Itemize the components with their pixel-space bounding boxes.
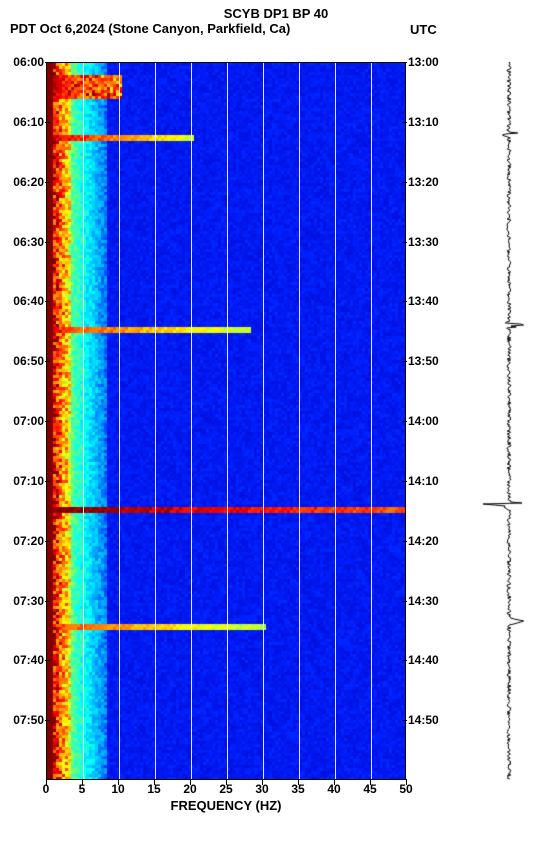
- time-tick-label: 07:50: [0, 714, 44, 726]
- gridline: [191, 63, 192, 779]
- time-tick-label: 14:00: [408, 415, 452, 427]
- frequency-axis: 05101520253035404550 FREQUENCY (HZ): [46, 780, 406, 820]
- page-root: SCYB DP1 BP 40 PDT Oct 6,2024 (Stone Can…: [0, 0, 552, 864]
- time-tick-mark: [402, 122, 407, 123]
- title-main: SCYB DP1 BP 40: [0, 6, 552, 21]
- time-tick-mark: [402, 720, 407, 721]
- time-tick-label: 06:00: [0, 56, 44, 68]
- frequency-tick-label: 5: [79, 782, 86, 796]
- time-tick-label: 06:50: [0, 355, 44, 367]
- time-tick-mark: [45, 720, 50, 721]
- time-tick-mark: [402, 481, 407, 482]
- utc-label: UTC: [410, 22, 437, 37]
- frequency-tick-label: 20: [183, 782, 196, 796]
- frequency-tick-label: 50: [399, 782, 412, 796]
- time-tick-label: 13:20: [408, 176, 452, 188]
- gridline: [227, 63, 228, 779]
- frequency-tick-label: 25: [219, 782, 232, 796]
- frequency-tick-label: 15: [147, 782, 160, 796]
- time-tick-mark: [402, 62, 407, 63]
- frequency-tick-label: 0: [43, 782, 50, 796]
- time-tick-label: 14:10: [408, 475, 452, 487]
- title-block: SCYB DP1 BP 40 PDT Oct 6,2024 (Stone Can…: [0, 6, 552, 36]
- time-tick-label: 14:40: [408, 654, 452, 666]
- spectrogram-plot: [46, 62, 406, 780]
- left-time-axis: 06:0006:1006:2006:3006:4006:5007:0007:10…: [0, 62, 44, 780]
- time-tick-label: 07:10: [0, 475, 44, 487]
- time-tick-label: 07:30: [0, 595, 44, 607]
- time-tick-mark: [45, 481, 50, 482]
- time-tick-label: 06:40: [0, 295, 44, 307]
- time-tick-label: 13:30: [408, 236, 452, 248]
- gridline: [371, 63, 372, 779]
- time-tick-label: 06:30: [0, 236, 44, 248]
- time-tick-label: 06:10: [0, 116, 44, 128]
- frequency-tick-label: 35: [291, 782, 304, 796]
- time-tick-mark: [45, 122, 50, 123]
- frequency-axis-title: FREQUENCY (HZ): [46, 798, 406, 813]
- time-tick-label: 13:10: [408, 116, 452, 128]
- time-tick-label: 14:50: [408, 714, 452, 726]
- time-tick-label: 07:40: [0, 654, 44, 666]
- time-tick-label: 13:40: [408, 295, 452, 307]
- gridline: [119, 63, 120, 779]
- time-tick-mark: [402, 242, 407, 243]
- frequency-tick-label: 10: [111, 782, 124, 796]
- time-tick-mark: [402, 421, 407, 422]
- time-tick-label: 13:00: [408, 56, 452, 68]
- gridline: [263, 63, 264, 779]
- time-tick-mark: [402, 182, 407, 183]
- gridline: [299, 63, 300, 779]
- time-tick-mark: [45, 182, 50, 183]
- waveform-canvas: [478, 62, 540, 780]
- time-tick-mark: [45, 361, 50, 362]
- gridline: [155, 63, 156, 779]
- title-sub: PDT Oct 6,2024 (Stone Canyon, Parkfield,…: [0, 21, 552, 36]
- time-tick-mark: [45, 62, 50, 63]
- time-tick-label: 06:20: [0, 176, 44, 188]
- time-tick-mark: [45, 421, 50, 422]
- gridline: [83, 63, 84, 779]
- waveform-panel: [478, 62, 540, 780]
- gridline: [335, 63, 336, 779]
- frequency-tick-label: 30: [255, 782, 268, 796]
- time-tick-mark: [45, 242, 50, 243]
- time-tick-mark: [45, 541, 50, 542]
- time-tick-mark: [45, 301, 50, 302]
- time-tick-mark: [402, 361, 407, 362]
- time-tick-label: 13:50: [408, 355, 452, 367]
- right-time-axis: 13:0013:1013:2013:3013:4013:5014:0014:10…: [408, 62, 452, 780]
- frequency-tick-label: 40: [327, 782, 340, 796]
- time-tick-mark: [45, 601, 50, 602]
- time-tick-mark: [402, 601, 407, 602]
- time-tick-label: 14:30: [408, 595, 452, 607]
- time-tick-label: 07:00: [0, 415, 44, 427]
- time-tick-label: 14:20: [408, 535, 452, 547]
- frequency-tick-label: 45: [363, 782, 376, 796]
- time-tick-label: 07:20: [0, 535, 44, 547]
- time-tick-mark: [402, 541, 407, 542]
- time-tick-mark: [402, 660, 407, 661]
- time-tick-mark: [402, 301, 407, 302]
- time-tick-mark: [45, 660, 50, 661]
